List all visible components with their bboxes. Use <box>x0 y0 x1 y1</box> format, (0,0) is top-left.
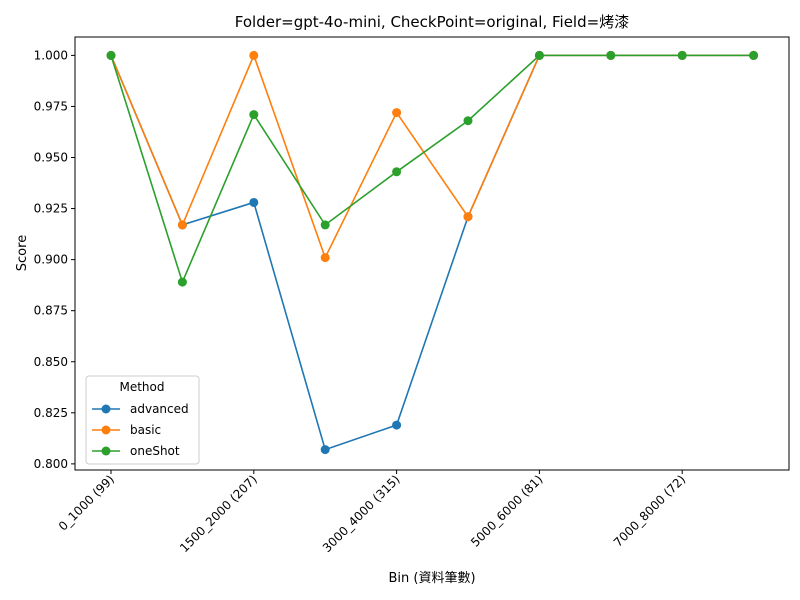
x-axis: 0_1000 (99) 1500_2000 (207) 3000_4000 (315… <box>56 470 688 555</box>
legend-label: advanced <box>130 402 189 416</box>
legend-marker <box>101 446 111 456</box>
x-tick-label: 5000_6000 (81) <box>468 472 545 549</box>
series-advanced <box>106 50 759 455</box>
data-point <box>249 197 259 207</box>
data-point <box>534 50 544 60</box>
y-tick-label: 0.925 <box>34 202 68 216</box>
x-tick-label: 3000_4000 (315) <box>320 472 403 555</box>
data-point <box>177 220 187 230</box>
data-point <box>606 50 616 60</box>
y-tick-label: 0.825 <box>34 406 68 420</box>
x-axis-title: Bin (資料筆數) <box>388 571 475 586</box>
y-tick-label: 0.875 <box>34 304 68 318</box>
data-point <box>320 445 330 455</box>
data-point <box>177 277 187 287</box>
legend: Method advanced basic oneShot <box>85 375 200 465</box>
data-point <box>463 212 473 222</box>
data-point <box>320 220 330 230</box>
y-tick-label: 0.950 <box>34 151 68 165</box>
series-layer <box>106 50 759 455</box>
y-tick-label: 0.800 <box>34 457 68 471</box>
y-tick-label: 1.000 <box>34 48 68 62</box>
chart-title: Folder=gpt-4o-mini, CheckPoint=original,… <box>235 13 629 31</box>
legend-label: basic <box>130 423 161 437</box>
y-tick-label: 0.850 <box>34 355 68 369</box>
data-point <box>677 50 687 60</box>
legend-box <box>85 375 200 465</box>
legend-marker <box>101 404 111 414</box>
x-tick-label: 1500_2000 (207) <box>177 472 260 555</box>
x-tick-label: 0_1000 (99) <box>56 472 117 533</box>
series-oneShot <box>106 50 759 287</box>
data-point <box>249 110 259 120</box>
data-point <box>392 420 402 430</box>
data-point <box>463 116 473 126</box>
plot-area <box>74 36 790 471</box>
data-point <box>392 167 402 177</box>
y-tick-label: 0.975 <box>34 99 68 113</box>
series-line <box>110 54 754 285</box>
x-tick-label: 7000_8000 (72) <box>611 472 688 549</box>
data-point <box>320 253 330 263</box>
y-axis: 0.800 0.825 0.850 0.875 0.900 0.925 0.950 0.975… <box>34 48 75 471</box>
y-axis-title: Score <box>15 235 30 271</box>
data-point <box>249 50 259 60</box>
data-point <box>106 50 116 60</box>
legend-label: oneShot <box>130 444 180 458</box>
data-point <box>749 50 759 60</box>
data-point <box>392 108 402 118</box>
y-tick-label: 0.900 <box>34 253 68 267</box>
legend-item-advanced: advanced <box>92 402 189 416</box>
legend-marker <box>101 425 111 435</box>
legend-item-oneShot: oneShot <box>92 444 180 458</box>
series-line <box>110 53 754 260</box>
legend-item-basic: basic <box>92 423 161 437</box>
series-line <box>110 54 754 451</box>
legend-title: Method <box>119 380 164 394</box>
